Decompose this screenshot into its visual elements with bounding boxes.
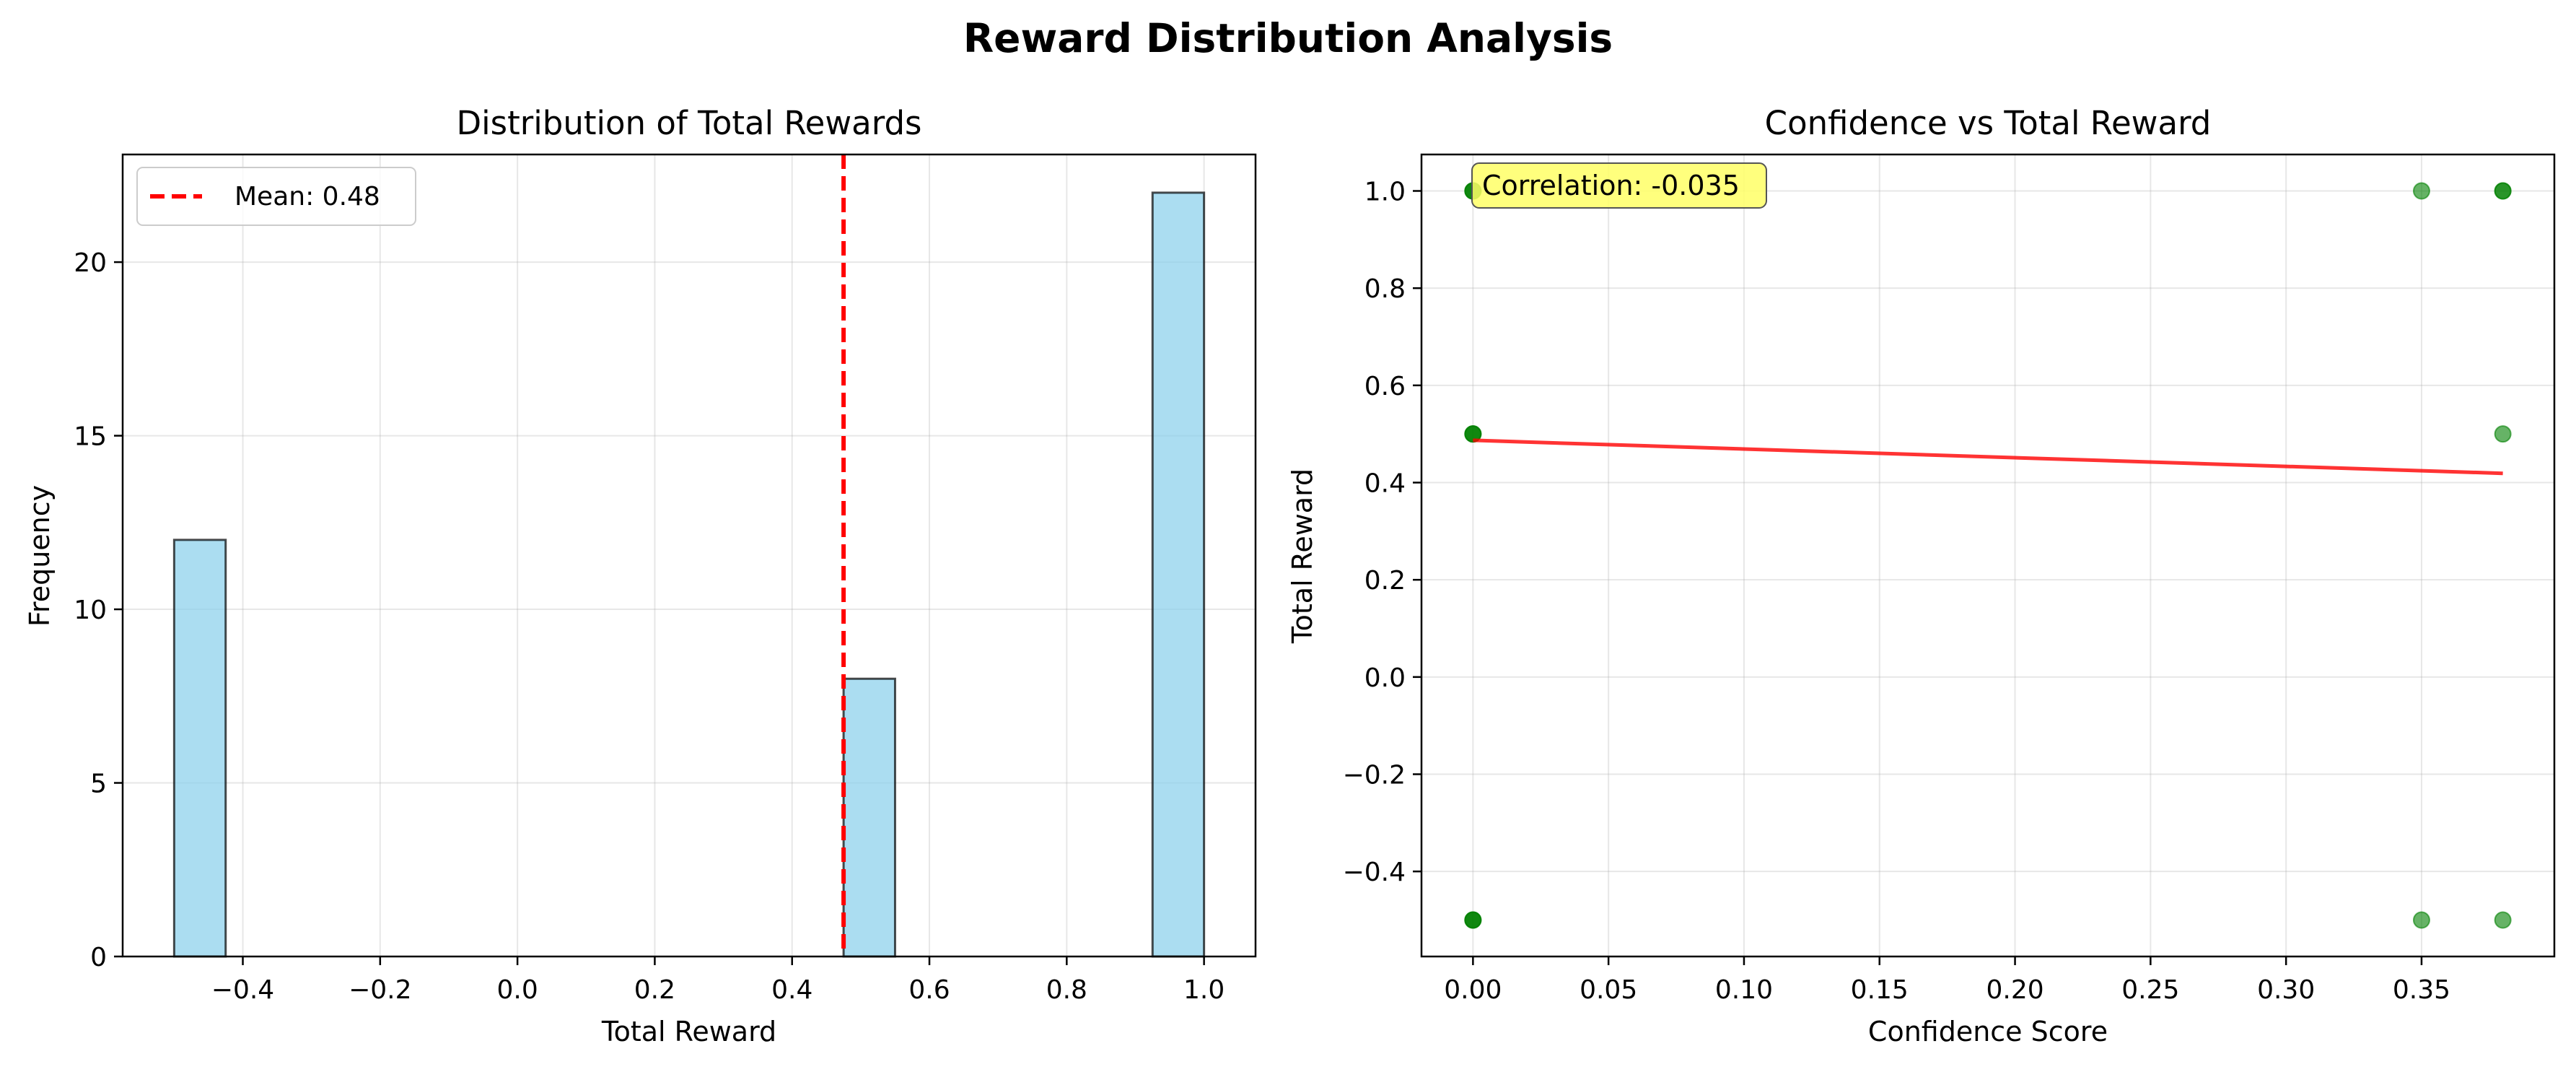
histogram-x-axis-label: Total Reward [601, 1016, 776, 1047]
scatter-grid [1421, 154, 2554, 956]
scatter-y-tick-label: −0.4 [1343, 858, 1406, 887]
histogram-grid [123, 154, 1256, 957]
legend-mean-label: Mean: 0.48 [235, 182, 380, 212]
histogram-y-tick-label: 5 [90, 770, 107, 799]
histogram-x-tick-label: 1.0 [1183, 975, 1225, 1005]
scatter-x-tick-label: 0.20 [1986, 975, 2043, 1005]
scatter-y-tick-label: 0.2 [1364, 566, 1406, 596]
scatter-title: Confidence vs Total Reward [1765, 104, 2212, 142]
scatter-x-tick-label: 0.25 [2121, 975, 2179, 1005]
histogram-legend: Mean: 0.48 [136, 167, 416, 226]
scatter-x-tick-label: 0.15 [1851, 975, 1909, 1005]
histogram-y-tick-label: 15 [74, 422, 107, 452]
scatter-y-tick-label: −0.2 [1343, 761, 1406, 790]
scatter-point [2494, 182, 2512, 200]
scatter-point [2494, 911, 2512, 929]
histogram-x-tick-label: 0.8 [1046, 975, 1087, 1005]
histogram-x-tick-label: 0.0 [496, 975, 538, 1005]
scatter-point [1464, 911, 1482, 929]
scatter-y-tick-label: 0.0 [1364, 663, 1406, 693]
scatter-point [2494, 425, 2512, 443]
correlation-annotation: Correlation: -0.035 [1471, 162, 1767, 209]
histogram-x-tick-label: −0.2 [349, 975, 411, 1005]
correlation-label: Correlation: -0.035 [1482, 170, 1740, 201]
scatter-y-tick-label: 0.8 [1364, 274, 1406, 304]
histogram-y-ticks: 0 5 10 15 20 [74, 248, 123, 972]
histogram-title: Distribution of Total Rewards [457, 104, 922, 142]
histogram-x-ticks: −0.4 −0.2 0.0 0.2 0.4 0.6 0.8 1.0 [211, 956, 1225, 1005]
legend-box [136, 167, 416, 226]
scatter-x-tick-label: 0.05 [1580, 975, 1637, 1005]
scatter-y-axis-label: Total Reward [1287, 469, 1318, 644]
histogram-panel: Distribution of Total Rewards −0.4 −0.2 0.… [24, 104, 1257, 1047]
trend-line [1473, 438, 2503, 476]
scatter-x-tick-label: 0.30 [2257, 975, 2315, 1005]
scatter-y-tick-label: 0.4 [1364, 469, 1406, 499]
histogram-bar [172, 539, 227, 958]
histogram-y-tick-label: 20 [74, 248, 107, 278]
scatter-x-tick-label: 0.00 [1444, 975, 1502, 1005]
scatter-y-ticks: −0.4 −0.2 0.0 0.2 0.4 0.6 0.8 1.0 [1343, 178, 1421, 887]
histogram-bar [842, 677, 896, 958]
scatter-x-tick-label: 0.10 [1715, 975, 1773, 1005]
trend-line-group [1473, 438, 2503, 476]
scatter-x-axis-label: Confidence Score [1868, 1016, 2108, 1047]
histogram-bars [172, 191, 1206, 958]
scatter-panel: Confidence vs Total Reward 0.00 0.05 0.10 0… [1287, 104, 2556, 1047]
histogram-x-tick-label: 0.2 [634, 975, 675, 1005]
scatter-point [2412, 182, 2430, 200]
scatter-points [1464, 182, 2512, 929]
histogram-x-tick-label: 0.4 [771, 975, 812, 1005]
scatter-x-tick-label: 0.35 [2393, 975, 2450, 1005]
scatter-y-tick-label: 0.6 [1364, 372, 1406, 401]
scatter-y-tick-label: 1.0 [1364, 178, 1406, 207]
histogram-y-tick-label: 0 [90, 943, 107, 972]
histogram-bar [1151, 191, 1206, 958]
scatter-frame [1420, 153, 2556, 958]
histogram-x-tick-label: −0.4 [211, 975, 274, 1005]
histogram-y-tick-label: 10 [74, 596, 107, 625]
scatter-x-ticks: 0.00 0.05 0.10 0.15 0.20 0.25 0.30 0.35 [1444, 956, 2450, 1005]
histogram-x-tick-label: 0.6 [908, 975, 950, 1005]
figure-suptitle: Reward Distribution Analysis [963, 15, 1613, 61]
histogram-frame [121, 153, 1257, 958]
correlation-box [1471, 162, 1767, 209]
scatter-point [2412, 911, 2430, 929]
histogram-y-axis-label: Frequency [24, 485, 56, 627]
